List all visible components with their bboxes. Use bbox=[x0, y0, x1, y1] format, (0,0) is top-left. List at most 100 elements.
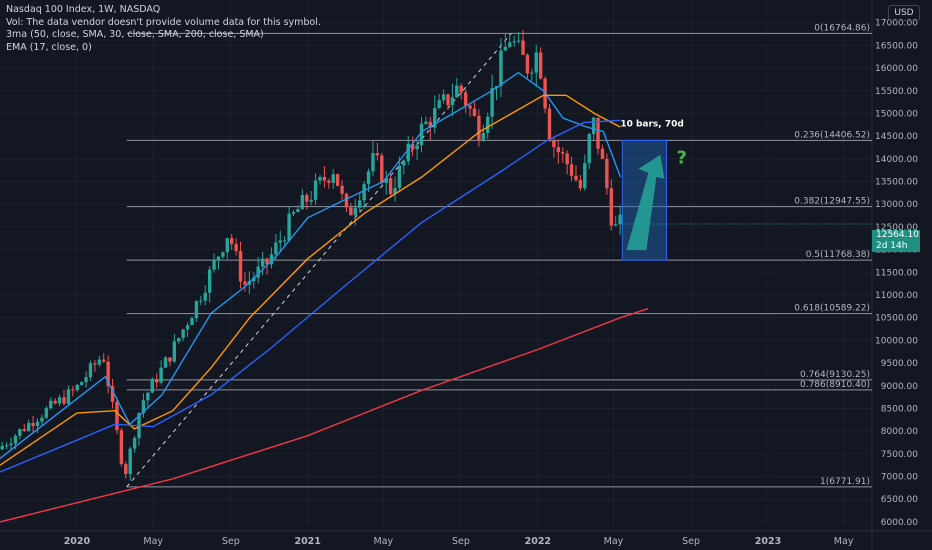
candle-body bbox=[455, 85, 459, 98]
fib-level-label: 0.786(8910.40) bbox=[800, 380, 870, 390]
candle-body bbox=[481, 132, 485, 141]
candle-body bbox=[102, 359, 106, 362]
y-tick-label: 15500.00 bbox=[875, 87, 918, 97]
candle-body bbox=[97, 359, 102, 365]
candle-body bbox=[556, 147, 561, 153]
candle-body bbox=[53, 400, 57, 404]
fib-level-label: 0.618(10589.22) bbox=[794, 304, 870, 314]
y-tick-label: 14500.00 bbox=[875, 132, 918, 142]
fib-level-label: 0.382(12947.55) bbox=[794, 197, 870, 207]
candle-body bbox=[282, 240, 287, 242]
projection-arrow bbox=[626, 154, 665, 251]
candles-group bbox=[0, 30, 622, 481]
candle-body bbox=[569, 164, 574, 176]
fib-trendline bbox=[126, 33, 512, 488]
x-tick-label: May bbox=[604, 536, 624, 547]
candle-body bbox=[305, 195, 309, 202]
candle-body bbox=[40, 417, 44, 422]
candle-body bbox=[613, 224, 618, 226]
candle-body bbox=[587, 134, 591, 164]
candle-body bbox=[66, 389, 71, 404]
candle-body bbox=[62, 397, 66, 404]
candle-body bbox=[609, 188, 613, 226]
y-tick-label: 11000.00 bbox=[875, 291, 918, 301]
candle-body bbox=[578, 180, 583, 189]
candle-body bbox=[154, 379, 159, 383]
x-tick-label: 2022 bbox=[525, 536, 551, 547]
symbol-title[interactable]: Nasdaq 100 Index, 1W, NASDAQ bbox=[6, 4, 161, 15]
candle-body bbox=[380, 155, 384, 184]
candle-body bbox=[207, 269, 212, 293]
candle-body bbox=[605, 158, 609, 189]
bar-countdown: 2d 14h bbox=[876, 241, 908, 251]
candle-body bbox=[446, 94, 450, 105]
candle-body bbox=[225, 238, 230, 253]
candle-body bbox=[393, 187, 397, 195]
candle-body bbox=[88, 363, 93, 378]
candle-body bbox=[600, 148, 605, 159]
candle-body bbox=[199, 300, 203, 302]
candle-body bbox=[534, 52, 538, 73]
candle-body bbox=[44, 408, 49, 418]
candle-body bbox=[115, 401, 119, 431]
candle-body bbox=[441, 94, 446, 101]
y-tick-label: 8500.00 bbox=[881, 404, 918, 414]
candle-body bbox=[340, 185, 344, 194]
fib-level-label: 1(6771.91) bbox=[820, 477, 870, 487]
y-tick-label: 13000.00 bbox=[875, 200, 918, 210]
candle-body bbox=[57, 397, 62, 404]
ma-line-ema17 bbox=[0, 71, 622, 459]
candle-body bbox=[31, 423, 35, 427]
candle-body bbox=[415, 145, 419, 150]
y-tick-label: 7500.00 bbox=[881, 450, 918, 460]
candle-body bbox=[110, 386, 115, 402]
arrow-shape bbox=[626, 154, 665, 251]
candle-body bbox=[163, 357, 168, 368]
candle-body bbox=[521, 40, 525, 55]
candle-body bbox=[291, 211, 296, 214]
candle-body bbox=[366, 171, 371, 185]
candle-body bbox=[190, 318, 194, 326]
y-tick-label: 9500.00 bbox=[881, 359, 918, 369]
candle-body bbox=[362, 184, 366, 201]
fib-level-label: 0(16764.86) bbox=[814, 23, 870, 33]
candle-body bbox=[185, 325, 190, 330]
candle-body bbox=[128, 448, 132, 475]
y-tick-label: 17000.00 bbox=[875, 19, 918, 29]
candle-body bbox=[499, 50, 503, 87]
volume-note[interactable]: Vol: The data vendor doesn't provide vol… bbox=[6, 16, 321, 28]
candle-body bbox=[172, 341, 177, 362]
candle-body bbox=[468, 105, 472, 109]
candle-body bbox=[278, 240, 282, 243]
candle-body bbox=[371, 153, 375, 172]
candle-body bbox=[318, 176, 322, 181]
candle-body bbox=[384, 178, 388, 184]
x-tick-label: Sep bbox=[682, 536, 700, 547]
candle-body bbox=[561, 152, 565, 154]
ema-indicator-label[interactable]: EMA (17, close, 0) bbox=[6, 41, 92, 53]
candle-body bbox=[397, 165, 402, 188]
candle-body bbox=[269, 254, 274, 265]
x-tick-label: 2021 bbox=[294, 536, 320, 547]
candle-body bbox=[18, 429, 22, 436]
candle-body bbox=[428, 121, 433, 128]
candle-body bbox=[300, 195, 305, 210]
candle-body bbox=[525, 54, 530, 74]
candle-body bbox=[538, 52, 543, 79]
currency-badge[interactable]: USD bbox=[888, 5, 920, 21]
candle-body bbox=[424, 121, 428, 124]
candle-body bbox=[22, 429, 26, 431]
candle-body bbox=[84, 377, 88, 383]
x-tick-label: 2023 bbox=[755, 536, 781, 547]
y-tick-label: 6500.00 bbox=[881, 495, 918, 505]
candle-body bbox=[463, 92, 468, 106]
ma-indicator-label[interactable]: 3ma (50, close, SMA, 30, close, SMA, 200… bbox=[6, 29, 264, 40]
candle-body bbox=[309, 199, 313, 202]
candle-body bbox=[243, 281, 247, 285]
candle-body bbox=[508, 42, 512, 47]
candle-body bbox=[552, 140, 556, 148]
candle-body bbox=[433, 108, 437, 128]
y-tick-label: 10000.00 bbox=[875, 336, 918, 346]
